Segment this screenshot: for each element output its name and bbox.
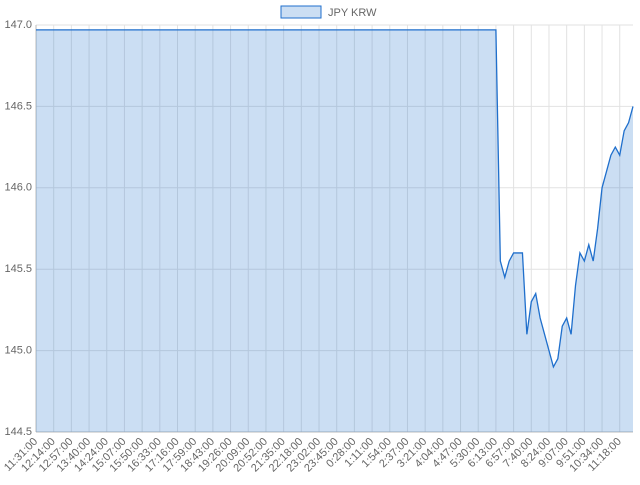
y-tick-label: 144.5 xyxy=(4,426,32,438)
y-tick-label: 146.5 xyxy=(4,100,32,112)
legend-label: JPY KRW xyxy=(328,7,377,19)
line xyxy=(36,29,634,369)
y-tick-label: 145.5 xyxy=(4,263,32,275)
y-tick-label: 146.0 xyxy=(4,182,32,194)
area-fill xyxy=(36,29,633,432)
y-tick-label: 145.0 xyxy=(4,345,32,357)
y-tick-label: 147.0 xyxy=(4,19,32,31)
legend-swatch xyxy=(280,5,322,19)
